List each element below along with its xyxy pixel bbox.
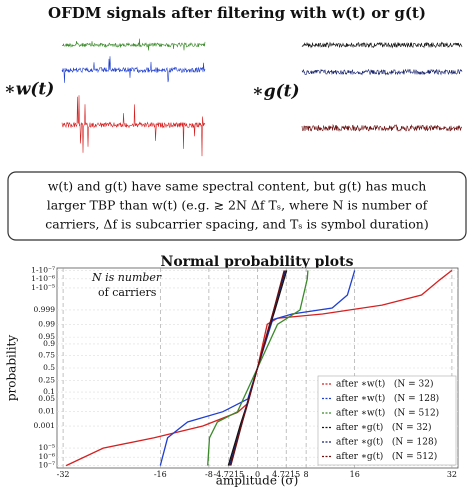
y-tick-label: 0.999 — [34, 305, 56, 314]
legend-label: after ∗w(t) (N = 128) — [336, 393, 439, 404]
signal-trace — [61, 95, 206, 157]
annotation: N is number — [91, 271, 162, 284]
y-tick-label: 1-10⁻⁷ — [31, 265, 55, 274]
y-tick-label: 0.25 — [38, 376, 55, 385]
x-axis-label: amplitude (σ) — [216, 474, 299, 488]
y-tick-label: 0.5 — [43, 363, 55, 372]
y-tick-label: 0.9 — [43, 339, 55, 348]
x-tick-label: 0 — [255, 470, 260, 479]
legend-label: after ∗w(t) (N = 512) — [336, 408, 439, 419]
x-tick-label: 8 — [304, 470, 309, 479]
y-tick-label: 10⁻⁶ — [38, 452, 55, 461]
legend-box — [317, 375, 457, 466]
y-tick-label: 10⁻⁵ — [38, 443, 55, 452]
note-box — [7, 171, 467, 241]
signal-trace — [61, 38, 206, 51]
signal-trace — [301, 123, 463, 132]
y-tick-label: 10⁻⁷ — [38, 461, 55, 470]
signals — [61, 38, 463, 157]
y-tick-label: 0.95 — [38, 332, 55, 341]
signal-trace — [61, 56, 206, 83]
y-tick-label: 0.1 — [43, 387, 55, 396]
x-tick-label: -32 — [57, 470, 70, 479]
x-tick-label: 4.7215 — [272, 470, 300, 479]
note-line: carriers, Δf is subcarrier spacing, and … — [45, 217, 428, 232]
annotation: of carriers — [98, 286, 157, 299]
note-line: w(t) and g(t) have same spectral content… — [48, 179, 427, 194]
series-line — [230, 270, 285, 466]
y-tick-label: 0.05 — [38, 394, 55, 403]
x-tick-label: -16 — [154, 470, 167, 479]
note-line: larger TBP than w(t) (e.g. ≳ 2N Δf Tₛ, w… — [47, 198, 429, 213]
legend-label: after ∗g(t) (N = 512) — [336, 451, 437, 462]
x-tick-label: -8 — [205, 470, 213, 479]
y-tick-label: 1-10⁻⁶ — [31, 274, 55, 283]
y-tick-label: 0.75 — [38, 350, 55, 359]
series-line — [65, 269, 453, 467]
chart-title: Normal probability plots — [161, 254, 354, 270]
signal-trace — [301, 68, 463, 76]
y-tick-label: 1-10⁻⁵ — [31, 283, 55, 292]
y-tick-label: 0.001 — [34, 421, 55, 430]
x-tick-label: -4.7215 — [213, 470, 244, 479]
signal-trace — [301, 41, 463, 49]
header-title: OFDM signals after filtering with w(t) o… — [48, 4, 426, 22]
y-tick-label: 0.99 — [38, 319, 55, 328]
chart: Normal probability plots 10⁻⁷10⁻⁶10⁻⁵ 0.00… — [5, 254, 459, 488]
y-tick-label: 0.01 — [38, 407, 55, 416]
right-label: ∗g(t) — [252, 82, 300, 102]
left-label: ∗w(t) — [4, 80, 54, 100]
legend-label: after ∗g(t) (N = 32) — [336, 422, 432, 433]
legend-label: after ∗w(t) (N = 32) — [336, 379, 433, 390]
x-tick-label: 16 — [350, 470, 360, 479]
x-tick-label: 32 — [447, 470, 457, 479]
legend-label: after ∗g(t) (N = 128) — [336, 437, 437, 448]
y-axis-label: probability — [5, 335, 19, 401]
